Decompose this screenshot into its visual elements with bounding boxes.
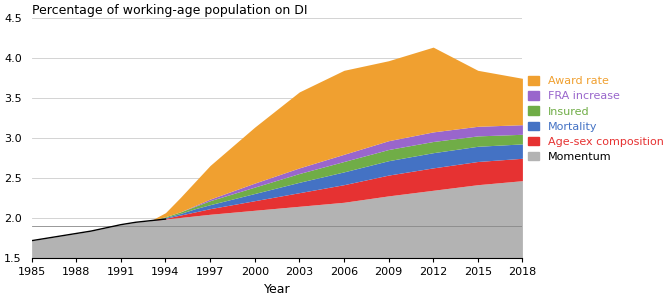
X-axis label: Year: Year: [264, 283, 291, 296]
Legend: Award rate, FRA increase, Insured, Mortality, Age-sex composition, Momentum: Award rate, FRA increase, Insured, Morta…: [528, 76, 664, 162]
Text: Percentage of working-age population on DI: Percentage of working-age population on …: [31, 4, 307, 17]
